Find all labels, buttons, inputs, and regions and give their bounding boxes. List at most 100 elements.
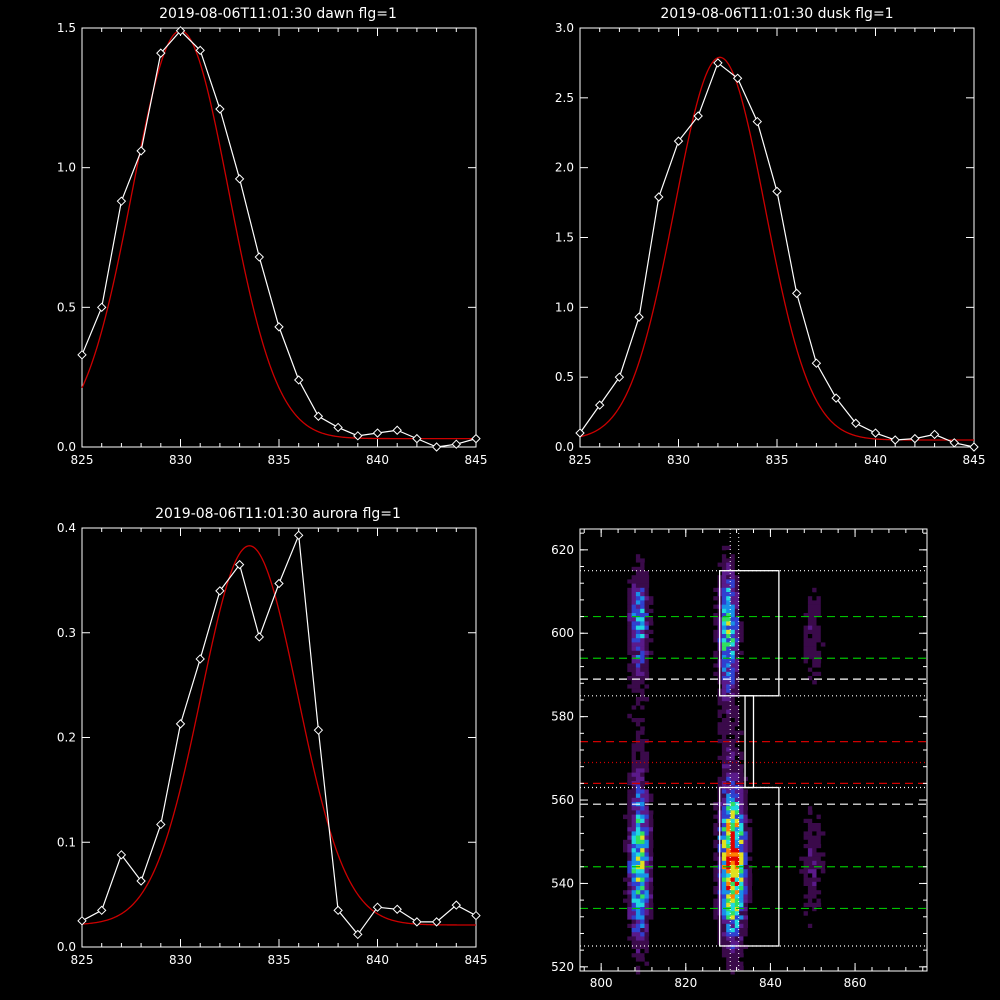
- heatmap-cell: [627, 642, 632, 647]
- heatmap-cell: [635, 629, 641, 635]
- heatmap-cell: [648, 844, 654, 849]
- heatmap-cell: [747, 797, 753, 803]
- heatmap-cell: [807, 667, 813, 673]
- data-point: [811, 358, 822, 368]
- heatmap-cell: [631, 907, 637, 912]
- heatmap-cell: [739, 818, 744, 824]
- heatmap-cell: [721, 890, 727, 895]
- heatmap-cell: [640, 722, 645, 727]
- heatmap-cell: [803, 659, 809, 664]
- heatmap-cell: [627, 739, 632, 744]
- heatmap-cell: [635, 965, 641, 971]
- heatmap-cell: [747, 793, 753, 799]
- heatmap-cell: [820, 881, 826, 887]
- heatmap-cell: [726, 940, 731, 946]
- heatmap-cell: [640, 877, 645, 883]
- heatmap-cell: [627, 571, 632, 576]
- heatmap-cell: [631, 592, 637, 597]
- heatmap-cell: [739, 856, 744, 862]
- heatmap-cell: [734, 734, 740, 740]
- heatmap-cell: [820, 839, 826, 845]
- heatmap-cell: [743, 936, 748, 941]
- heatmap-cell: [734, 592, 740, 597]
- heatmap-cell: [721, 919, 727, 925]
- heatmap-cell: [631, 928, 637, 933]
- heatmap-cell: [730, 550, 736, 555]
- heatmap-cell: [635, 810, 641, 815]
- data-point: [654, 192, 664, 202]
- heatmap-cell: [734, 848, 740, 853]
- y-tick-label: 1.5: [555, 231, 574, 245]
- heatmap-cell: [653, 865, 658, 870]
- heatmap-cell: [640, 789, 645, 794]
- heatmap-cell: [631, 638, 637, 643]
- heatmap-cell: [648, 831, 654, 836]
- heatmap-cell: [734, 919, 740, 925]
- heatmap-cell: [640, 604, 645, 610]
- data-point: [77, 350, 87, 360]
- heatmap-cell: [635, 928, 641, 933]
- heatmap-cell: [807, 680, 813, 685]
- heatmap-cell: [640, 747, 645, 752]
- heatmap-cell: [709, 907, 714, 912]
- heatmap-cell: [631, 894, 637, 899]
- heatmap-cell: [743, 940, 748, 946]
- heatmap-cell: [627, 915, 632, 920]
- heatmap-cell: [799, 604, 804, 610]
- heatmap-cell: [635, 902, 641, 908]
- heatmap-cell: [743, 768, 748, 773]
- heatmap-cell: [820, 923, 826, 929]
- heatmap-cell: [734, 797, 740, 803]
- heatmap-cell: [799, 642, 804, 647]
- heatmap-cell: [807, 608, 813, 614]
- heatmap-cell: [644, 911, 650, 916]
- heatmap-cell: [730, 898, 736, 904]
- heatmap-cell: [726, 911, 731, 916]
- heatmap-cell: [721, 638, 727, 643]
- heatmap-cell: [812, 638, 817, 643]
- heatmap-cell: [726, 592, 731, 597]
- data-point: [293, 530, 304, 541]
- heatmap-cell: [812, 877, 817, 883]
- heatmap-cell: [648, 600, 654, 605]
- heatmap-cell: [631, 860, 637, 866]
- heatmap-cell: [640, 898, 645, 904]
- data-point: [175, 719, 186, 729]
- heatmap-cell: [721, 844, 727, 849]
- heatmap-cell: [734, 579, 740, 584]
- heatmap-cell: [734, 755, 740, 761]
- heatmap-cell: [734, 571, 740, 576]
- heatmap-cell: [623, 911, 628, 916]
- heatmap-cell: [734, 957, 740, 962]
- heatmap-cell: [820, 604, 826, 610]
- heatmap-cell: [726, 558, 731, 563]
- heatmap-cell: [803, 663, 809, 668]
- heatmap-cell: [623, 625, 628, 631]
- heatmap-cell: [631, 911, 637, 916]
- y-tick-label: 0.4: [57, 521, 76, 535]
- heatmap-cell: [730, 781, 736, 786]
- heatmap-cell: [623, 886, 628, 891]
- data-point: [451, 439, 462, 449]
- heatmap-cell: [730, 579, 736, 584]
- heatmap-cell: [803, 835, 809, 841]
- heatmap-cell: [635, 634, 641, 639]
- heatmap-cell: [799, 638, 804, 643]
- heatmap-cell: [747, 848, 753, 853]
- heatmap-cell: [820, 806, 826, 811]
- heatmap-cell: [635, 772, 641, 778]
- heatmap-cell: [627, 772, 632, 778]
- heatmap-cell: [644, 697, 650, 702]
- heatmap-cell: [631, 625, 637, 631]
- heatmap-cell: [730, 970, 736, 975]
- heatmap-cell: [812, 659, 817, 664]
- heatmap-cell: [734, 886, 740, 891]
- heatmap-cell: [747, 810, 753, 815]
- heatmap-cell: [631, 579, 637, 584]
- heatmap-cell: [730, 768, 736, 773]
- heatmap-cell: [648, 949, 654, 954]
- heatmap-cell: [803, 881, 809, 887]
- heatmap-cell: [631, 940, 637, 946]
- data-point: [890, 435, 900, 445]
- data-point: [274, 578, 284, 589]
